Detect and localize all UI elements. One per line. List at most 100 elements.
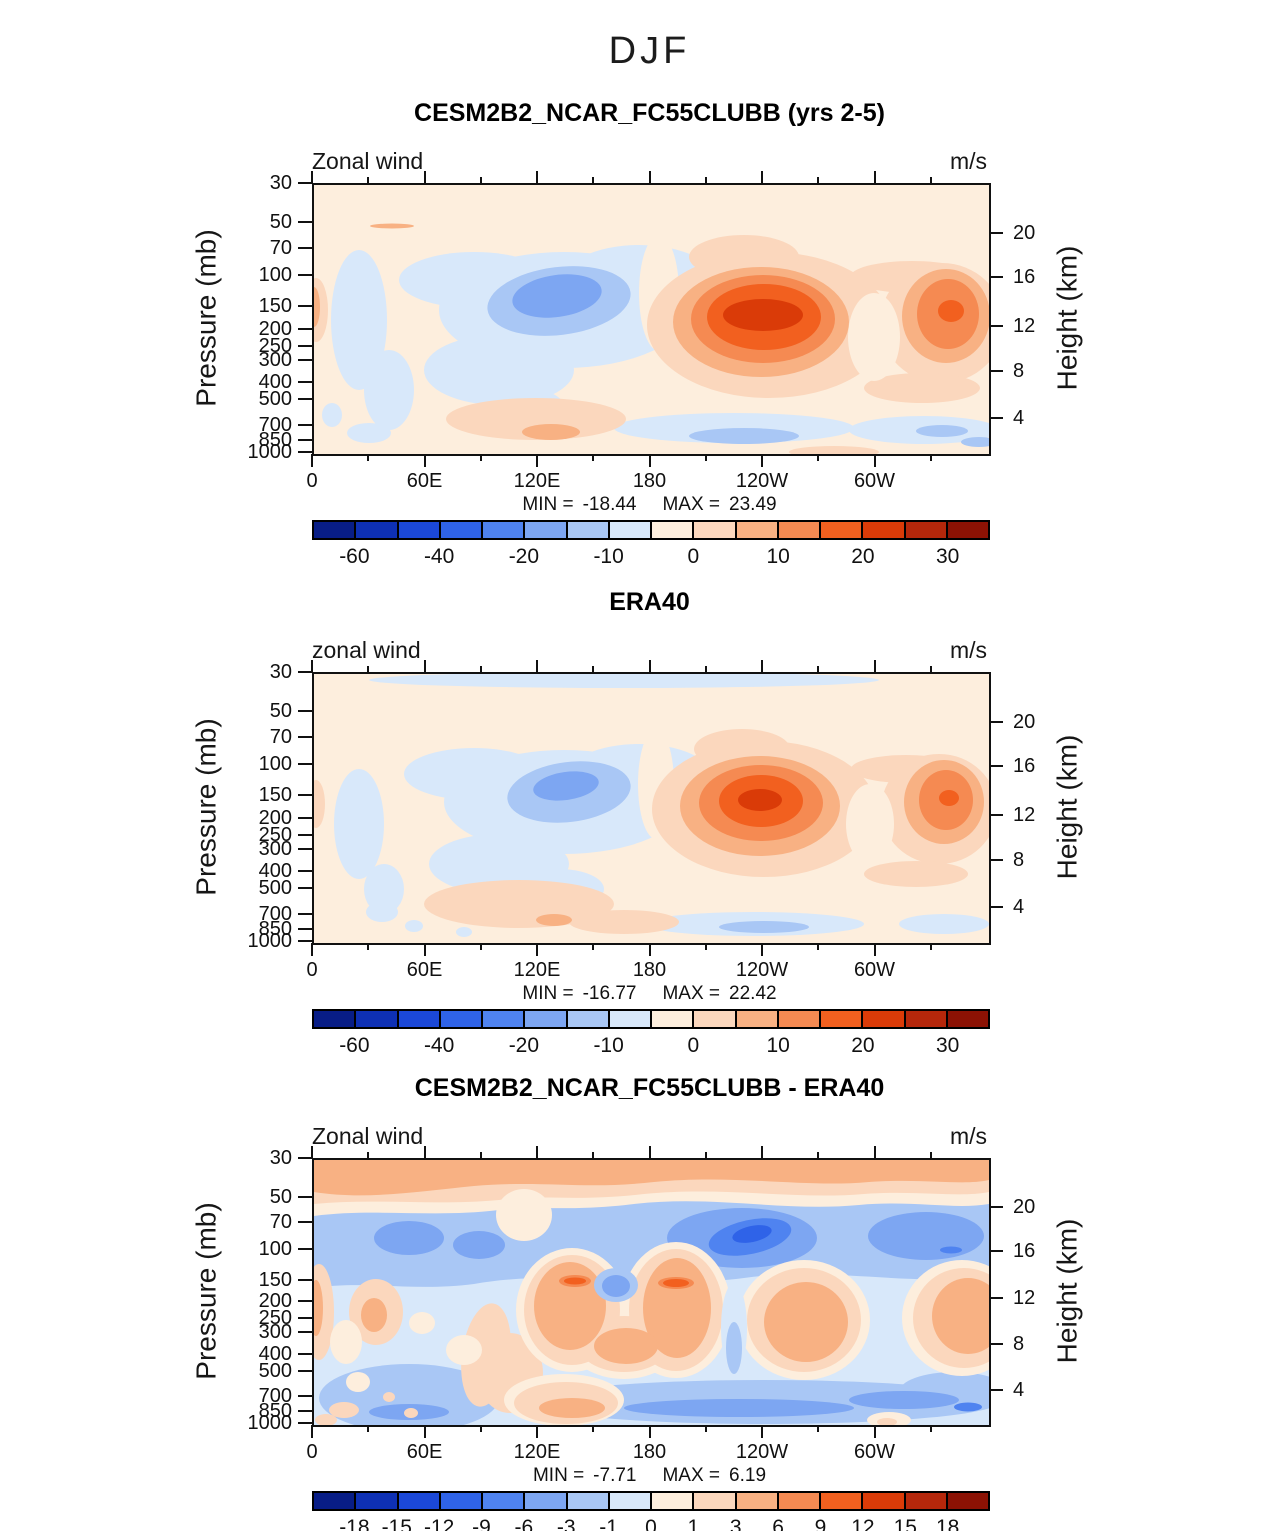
colorbar-tick-label: -18 bbox=[339, 1516, 370, 1531]
height-tick-label: 12 bbox=[1013, 314, 1036, 337]
pressure-tick bbox=[298, 735, 312, 738]
pressure-tick-label: 150 bbox=[258, 1268, 292, 1291]
colorbar-segment bbox=[314, 1011, 357, 1027]
longitude-tick bbox=[873, 1425, 876, 1438]
pressure-tick-label: 100 bbox=[258, 1237, 292, 1260]
longitude-tick-top bbox=[311, 660, 313, 672]
longitude-tick-top bbox=[423, 660, 426, 672]
colorbar-tick-label: -6 bbox=[514, 1516, 534, 1531]
colorbar-segment bbox=[694, 1493, 737, 1509]
pressure-tick-label: 30 bbox=[269, 661, 292, 683]
max-label: MAX = bbox=[662, 983, 721, 1004]
longitude-tick-top bbox=[873, 660, 876, 672]
pressure-tick bbox=[298, 886, 312, 889]
pressure-tick bbox=[298, 221, 312, 224]
longitude-tick-top bbox=[761, 171, 763, 183]
height-tick bbox=[989, 1297, 1003, 1300]
colorbar-segment bbox=[356, 1011, 399, 1027]
longitude-tick-label: 120E bbox=[513, 959, 561, 981]
pressure-tick-label: 70 bbox=[269, 1211, 292, 1234]
pressure-tick-label: 50 bbox=[269, 1185, 292, 1208]
longitude-tick bbox=[873, 454, 876, 467]
pressure-tick bbox=[298, 344, 312, 347]
longitude-minor-tick bbox=[704, 454, 707, 461]
longitude-tick bbox=[311, 454, 313, 467]
longitude-tick-label: 60E bbox=[406, 470, 443, 492]
colorbar-segment bbox=[736, 522, 779, 538]
pressure-tick bbox=[298, 397, 312, 400]
min-label: MIN = bbox=[532, 1465, 585, 1486]
colorbar-segment bbox=[440, 1011, 483, 1027]
longitude-minor-tick-top bbox=[479, 666, 482, 672]
longitude-tick-label: 180 bbox=[632, 959, 667, 981]
pressure-tick-label: 150 bbox=[258, 295, 292, 318]
height-tick-label: 20 bbox=[1013, 710, 1036, 733]
longitude-minor-tick-top bbox=[479, 177, 482, 183]
longitude-tick-top bbox=[311, 1146, 313, 1158]
height-tick-label: 16 bbox=[1013, 266, 1036, 289]
colorbar-tick-label: -20 bbox=[508, 545, 540, 568]
pressure-tick-label: 500 bbox=[258, 387, 292, 410]
longitude-minor-tick bbox=[479, 454, 482, 461]
height-tick-label: 4 bbox=[1013, 896, 1025, 919]
colorbar-segment bbox=[398, 522, 441, 538]
colorbar-segment bbox=[947, 1011, 988, 1027]
colorbar-segment bbox=[778, 1011, 821, 1027]
colorbar bbox=[312, 1491, 990, 1511]
height-tick bbox=[989, 906, 1003, 909]
height-tick bbox=[989, 324, 1003, 327]
longitude-tick-label: 0 bbox=[306, 1441, 318, 1463]
pressure-axis-title: Pressure (mb) bbox=[191, 717, 222, 896]
longitude-tick bbox=[536, 1425, 538, 1438]
colorbar-segment bbox=[736, 1493, 779, 1509]
colorbar-segment bbox=[398, 1011, 441, 1027]
colorbar-segment bbox=[525, 1493, 568, 1509]
colorbar-tick-label: -15 bbox=[381, 1516, 412, 1531]
longitude-minor-tick bbox=[367, 1425, 370, 1432]
pressure-tick bbox=[298, 1195, 312, 1198]
longitude-tick-label: 180 bbox=[632, 470, 667, 492]
longitude-tick bbox=[536, 943, 538, 956]
colorbar-tick-label: -10 bbox=[593, 1034, 624, 1057]
longitude-tick-top bbox=[536, 1146, 538, 1158]
longitude-tick bbox=[311, 1425, 313, 1438]
pressure-tick-label: 700 bbox=[258, 902, 292, 925]
longitude-tick-label: 60W bbox=[853, 470, 896, 492]
height-tick bbox=[989, 276, 1003, 279]
max-value: 6.19 bbox=[729, 1465, 767, 1486]
max-value: 22.42 bbox=[729, 983, 777, 1004]
pressure-tick-label: 50 bbox=[269, 211, 292, 234]
colorbar-segment bbox=[314, 1493, 357, 1509]
colorbar-tick-label: 6 bbox=[772, 1516, 784, 1531]
min-max-readout: MIN = -7.71 MAX = 6.19 bbox=[312, 1465, 987, 1487]
height-tick-label: 4 bbox=[1013, 1378, 1025, 1401]
colorbar-segment bbox=[440, 1493, 483, 1509]
longitude-tick-label: 120E bbox=[513, 470, 561, 492]
colorbar-tick-label: 20 bbox=[851, 1034, 875, 1057]
pressure-tick bbox=[298, 833, 312, 836]
longitude-minor-tick-top bbox=[817, 177, 820, 183]
colorbar-segment bbox=[821, 522, 864, 538]
contour-field bbox=[314, 1160, 989, 1425]
contour-field bbox=[314, 185, 989, 454]
pressure-axis-title: Pressure (mb) bbox=[191, 1201, 222, 1380]
pressure-tick-label: 250 bbox=[258, 1307, 292, 1330]
colorbar-segment bbox=[652, 1011, 695, 1027]
colorbar-segment bbox=[736, 1011, 779, 1027]
pressure-tick bbox=[298, 1317, 312, 1320]
height-tick bbox=[989, 370, 1003, 373]
colorbar-segment bbox=[905, 522, 948, 538]
units-label: m/s bbox=[949, 637, 987, 663]
figure-title: DJF bbox=[608, 30, 691, 72]
colorbar-tick-label: 10 bbox=[766, 545, 790, 568]
height-tick-label: 4 bbox=[1013, 407, 1025, 430]
pressure-tick-label: 300 bbox=[258, 837, 292, 860]
pressure-tick bbox=[298, 380, 312, 383]
longitude-minor-tick-top bbox=[929, 666, 932, 672]
contour-plot bbox=[312, 183, 991, 456]
longitude-minor-tick bbox=[592, 454, 595, 461]
colorbar-segment bbox=[778, 1493, 821, 1509]
colorbar-segment bbox=[525, 1011, 568, 1027]
colorbar bbox=[312, 1009, 990, 1029]
